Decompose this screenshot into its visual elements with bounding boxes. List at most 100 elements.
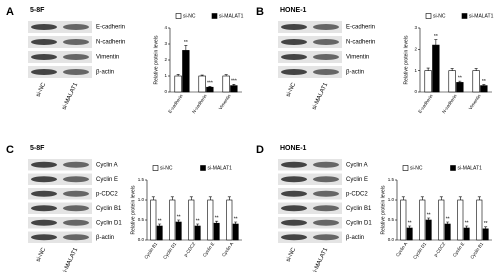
bar [174,75,182,93]
legend-swatch [211,13,218,19]
error-bar [170,196,174,200]
error-bar [474,68,478,71]
cell-line: 5-8F [30,145,45,152]
blot-band [63,161,89,168]
blot-row [28,188,92,200]
blot-band [63,234,89,241]
bar [463,227,470,241]
error-bar [227,196,231,200]
legend-label: si-MALAT1 [208,165,233,171]
legend-swatch [175,13,182,19]
significance: *** [231,79,237,85]
blot-band [31,205,57,212]
blot-band [313,219,339,226]
blot-label: Cyclin B1 [96,206,122,212]
blot-band [313,24,339,30]
blot-band [63,24,89,30]
significance: ** [215,216,219,222]
x-tick-label: N-cadherin [441,93,458,114]
blot-band [63,69,89,75]
panel-label: B [256,6,264,18]
error-bar [215,220,219,224]
bar [419,199,426,241]
blot-band [281,39,307,45]
blot-label: Cyclin D1 [96,220,122,226]
blot-band [31,54,57,60]
significance: *** [207,81,213,87]
error-bar [232,84,236,86]
blot-row [278,217,342,229]
lane-label: si-NC [285,246,297,263]
legend-swatch [461,13,468,19]
bar [194,225,201,241]
y-tick-label: 0 [164,89,167,94]
legend-swatch [402,165,409,171]
x-tick-label: Cyclin A [395,241,408,257]
y-tick-label: 0.0 [388,237,395,242]
lane-label: si-MALAT1 [311,81,329,111]
error-bar [458,196,462,200]
significance: ** [458,75,462,81]
x-tick-label: Cyclin D1 [162,241,177,260]
blot-label: N-cadherin [346,40,375,46]
y-axis-title: Relative protein levels [403,35,409,84]
error-bar [439,196,443,200]
significance: ** [484,221,488,227]
y-tick-label: 3 [414,25,417,30]
blot-label: Cyclin D1 [346,220,372,226]
y-tick-label: 1.5 [388,177,395,182]
y-axis-title: Relative protein levels [380,185,386,234]
blot-band [281,176,307,183]
legend-label: si-MALAT1 [458,165,483,171]
legend-label: si-NC [160,165,173,171]
bar [230,85,238,93]
blot-band [281,205,307,212]
bar [406,227,413,241]
error-bar [189,196,193,200]
bar [188,199,195,241]
blot-band [281,24,307,30]
error-bar [196,223,200,226]
blot-label: Cyclin A [346,162,368,168]
significance: ** [184,40,188,46]
x-tick-label: Cyclin E [202,241,216,257]
x-tick-label: p-CDC2 [183,241,197,258]
blot-band [281,219,307,226]
blot-band [31,176,57,183]
blot-band [31,161,57,168]
error-bar [484,226,488,229]
error-bar [208,196,212,200]
x-tick-label: Cyclin E [452,241,466,257]
error-bar [477,196,481,200]
significance: ** [465,220,469,226]
bar [480,85,488,93]
blot-band [281,69,307,75]
blot-row [28,173,92,185]
error-bar [224,74,228,76]
y-tick-label: 3 [164,41,167,46]
y-tick-label: 4 [164,25,167,30]
legend-label: si-MALAT1 [469,13,494,19]
error-bar [176,74,180,76]
significance: ** [482,79,486,85]
blot-band [31,69,57,75]
bar [232,223,239,241]
lane-label: si-MALAT1 [311,246,329,272]
bar [432,44,440,93]
cell-line: 5-8F [30,7,45,14]
bar [456,82,464,93]
blot-band [313,176,339,183]
blot-label: Cyclin B1 [346,206,372,212]
significance: ** [234,216,238,222]
blot-row [278,231,342,243]
bar [226,199,233,241]
blot-row [28,217,92,229]
panel-label: D [256,144,264,156]
blot-band [63,205,89,212]
blot-band [63,219,89,226]
error-bar [450,68,454,71]
x-tick-label: p-CDC2 [433,241,447,258]
blot-band [313,39,339,45]
blot-row [28,159,92,171]
bar [207,199,214,241]
